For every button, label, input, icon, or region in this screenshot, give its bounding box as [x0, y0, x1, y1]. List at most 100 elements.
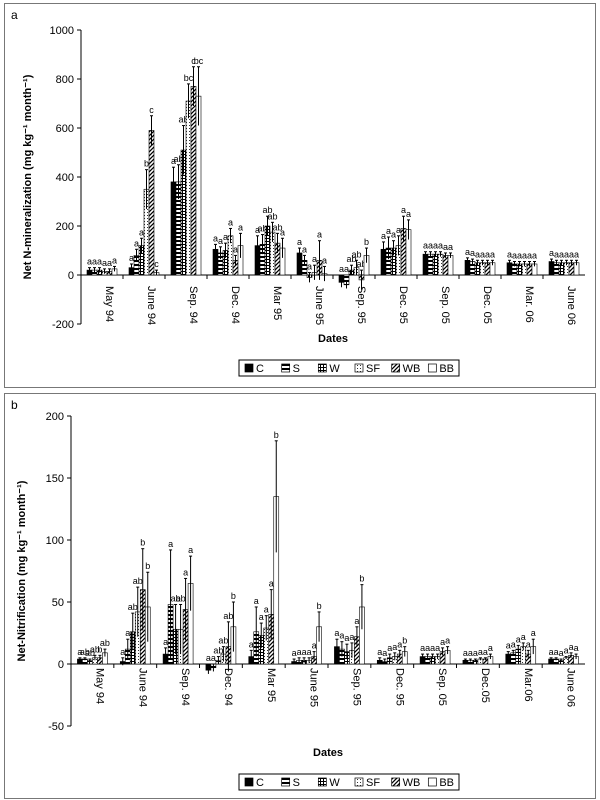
legend-label-wb: WB — [403, 363, 421, 375]
significance-label: b — [97, 644, 102, 654]
significance-label: a — [443, 242, 448, 252]
panel-label: b — [11, 398, 18, 412]
significance-label: ab — [171, 593, 181, 603]
x-tick-label: Dec. 94 — [222, 668, 234, 706]
panel-label: a — [11, 8, 18, 22]
significance-label: a — [559, 249, 564, 259]
legend-swatch-s — [281, 777, 291, 787]
significance-label: a — [312, 641, 317, 651]
significance-label: ab — [128, 602, 138, 612]
legend-swatch-sf — [354, 363, 364, 373]
significance-label: ab — [346, 254, 356, 264]
significance-label: a — [168, 539, 173, 549]
significance-label: a — [297, 647, 302, 657]
significance-label: b — [359, 574, 364, 584]
x-axis-label: Dates — [313, 747, 343, 759]
chart-panel-a: a -200 0 200 400 600 800 1000 Net N-mineralizati… — [4, 3, 596, 388]
significance-label: a — [255, 225, 260, 235]
significance-label: a — [102, 258, 107, 268]
significance-label: a — [254, 596, 259, 606]
significance-label: a — [574, 643, 579, 653]
y-tick-label: 100 — [46, 535, 64, 547]
significance-label: a — [223, 232, 228, 242]
significance-label: a — [107, 258, 112, 268]
significance-label: a — [574, 249, 579, 259]
legend-swatch-bb — [427, 777, 437, 787]
y-tick-label: 0 — [58, 659, 64, 671]
significance-label: a — [433, 241, 438, 251]
significance-label: ab — [213, 646, 223, 656]
y-tick-label: -200 — [52, 319, 74, 331]
significance-label: ab — [267, 211, 277, 221]
significance-label: a — [569, 249, 574, 259]
significance-label: a — [302, 244, 307, 254]
y-tick-label: 800 — [56, 74, 74, 86]
significance-label: c — [149, 105, 154, 115]
chart-panel-b: b -50 0 50 100 150 200 Net-Nitrification (mg kg… — [4, 393, 596, 799]
legend-label-wb: WB — [403, 777, 421, 789]
significance-label: a — [377, 647, 382, 657]
legend: C S W SF WB BB — [238, 773, 460, 791]
significance-label: a — [163, 637, 168, 647]
y-tick-label: 1000 — [50, 25, 74, 37]
significance-label: a — [97, 257, 102, 267]
x-tick-label: June 06 — [565, 286, 577, 325]
significance-label: a — [87, 257, 92, 267]
legend-box — [238, 359, 460, 377]
significance-label: a — [438, 241, 443, 251]
significance-label: a — [302, 647, 307, 657]
significance-label: ab — [133, 576, 143, 586]
legend: C S W SF WB BB — [238, 359, 460, 377]
bar-sf-sep-94 — [185, 100, 192, 276]
y-tick-label: 150 — [46, 473, 64, 485]
significance-label: a — [483, 647, 488, 657]
y-tick-label: 0 — [68, 270, 74, 282]
bar-wb-sep-05 — [442, 255, 449, 276]
significance-label: a — [280, 227, 285, 237]
x-tick-label: Dec. 95 — [397, 286, 409, 324]
significance-label: ab — [218, 636, 228, 646]
x-tick-label: June 94 — [136, 668, 148, 707]
significance-label: ab — [176, 593, 186, 603]
y-tick-label: 200 — [46, 411, 64, 423]
bar-s-sep-05 — [427, 253, 434, 276]
significance-label: a — [512, 251, 517, 261]
legend-swatch-w — [317, 363, 327, 373]
significance-label: b — [231, 591, 236, 601]
legend-box — [238, 773, 460, 791]
significance-label: a — [490, 249, 495, 259]
significance-label: a — [559, 648, 564, 658]
significance-label: b — [144, 159, 149, 169]
bar-sf-sep-05 — [437, 253, 444, 276]
significance-label: a — [218, 236, 223, 246]
y-tick-label: 50 — [52, 597, 64, 609]
bar-wb-sep-94 — [190, 86, 197, 276]
significance-label: a — [391, 230, 396, 240]
legend-label-c: C — [256, 363, 264, 375]
x-tick-label: Dec. 94 — [229, 286, 241, 324]
x-tick-label: Dec. 95 — [393, 668, 405, 706]
bar-wb-june-94 — [148, 130, 155, 276]
x-tick-label: June 94 — [145, 286, 157, 325]
significance-label: a — [92, 257, 97, 267]
significance-label: a — [420, 643, 425, 653]
significance-label: a — [549, 248, 554, 258]
legend-swatch-wb — [391, 777, 401, 787]
x-tick-label: June 95 — [313, 286, 325, 325]
significance-label: a — [334, 628, 339, 638]
significance-label: a — [516, 634, 521, 644]
y-tick-label: -50 — [48, 721, 64, 733]
legend-label-sf: SF — [366, 777, 380, 789]
significance-label: a — [440, 637, 445, 647]
significance-label: ab — [272, 222, 282, 232]
significance-label: a — [554, 249, 559, 259]
significance-label: a — [526, 639, 531, 649]
significance-label: a — [478, 647, 483, 657]
significance-label: ab — [223, 611, 233, 621]
significance-label: a — [339, 631, 344, 641]
significance-label: a — [307, 647, 312, 657]
net-nitrification-chart: b -50 0 50 100 150 200 Net-Nitrification (mg kg… — [11, 398, 585, 791]
legend-swatch-w — [317, 777, 327, 787]
significance-label: a — [430, 643, 435, 653]
significance-label: a — [517, 251, 522, 261]
